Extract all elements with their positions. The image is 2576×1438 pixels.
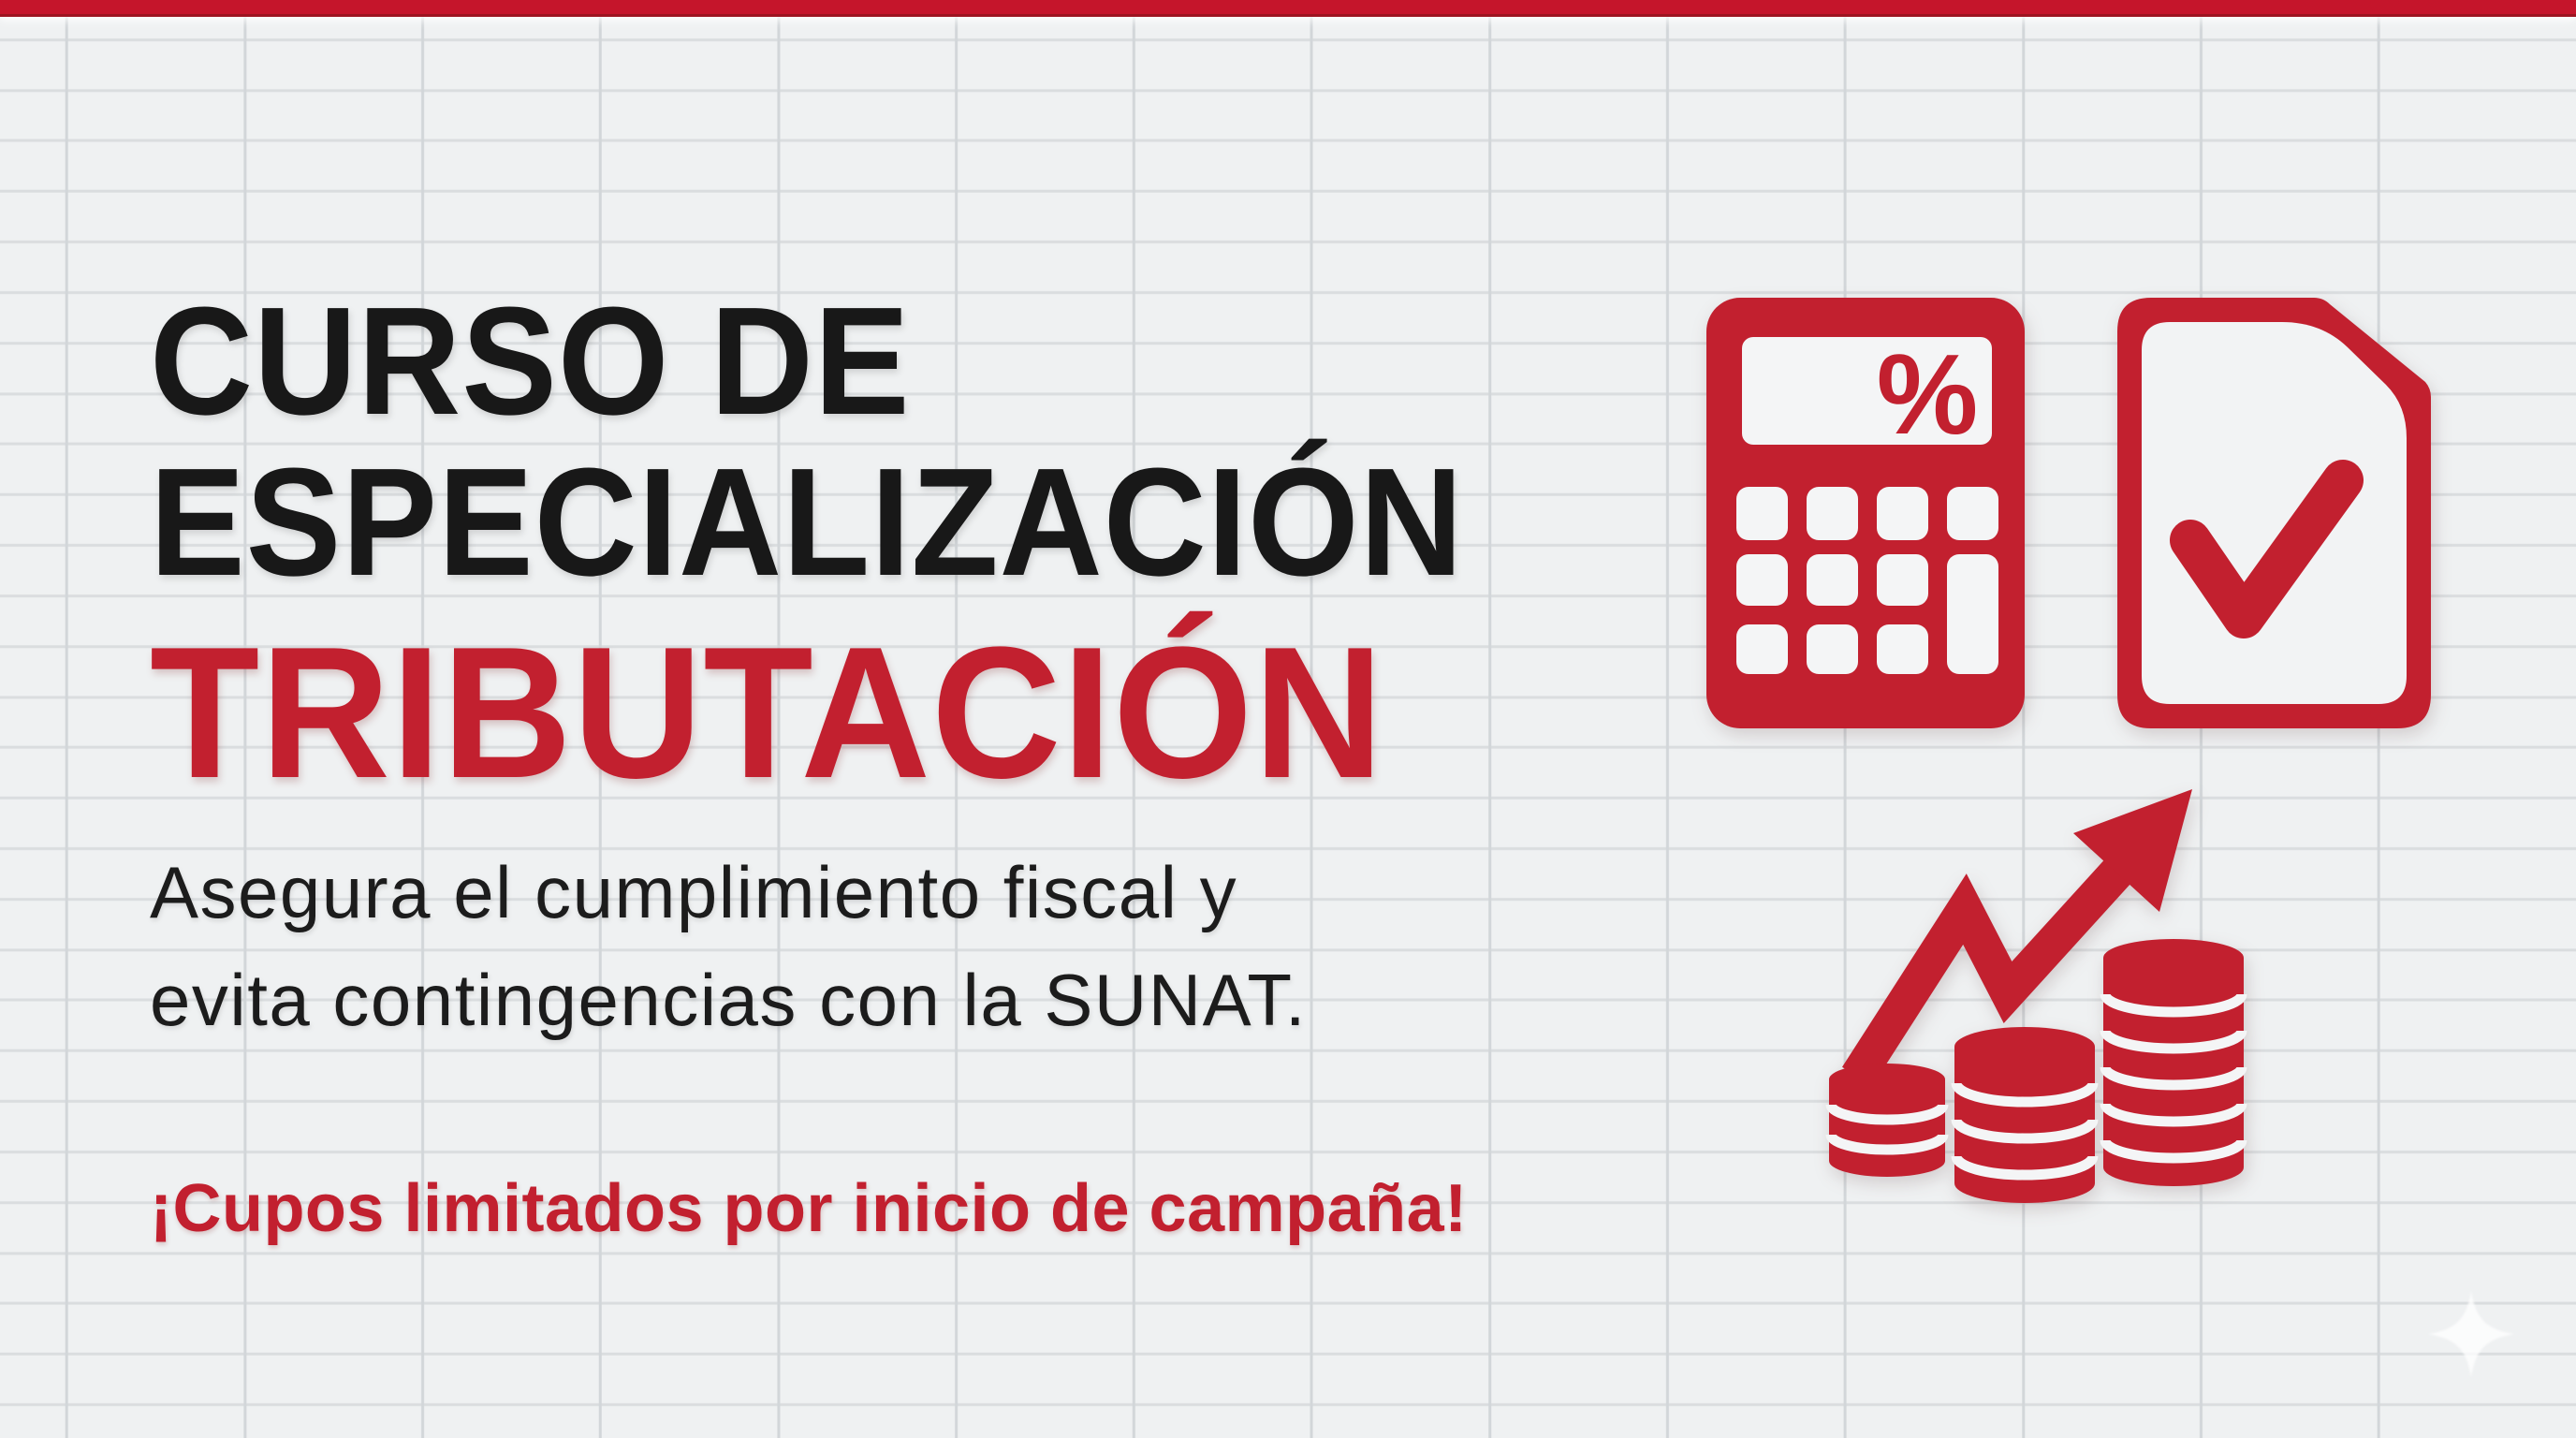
- cta-text: ¡Cupos limitados por inicio de campaña!: [150, 1171, 1468, 1246]
- calculator-percent-glyph: %: [1877, 330, 1978, 458]
- calculator-icon: %: [1706, 298, 2025, 728]
- headline-highlight: TRIBUTACIÓN: [150, 609, 1384, 817]
- sparkle-icon: [2428, 1291, 2514, 1377]
- subtitle-line2: evita contingencias con la SUNAT.: [150, 959, 1307, 1041]
- growth-arrow-coins-icon: [1825, 789, 2247, 1203]
- subtitle: Asegura el cumplimiento fiscal y evita c…: [150, 839, 1307, 1054]
- headline-line2: ESPECIALIZACIÓN: [150, 436, 1464, 608]
- top-accent-bar: [0, 0, 2576, 17]
- subtitle-line1: Asegura el cumplimiento fiscal y: [150, 851, 1238, 933]
- document-check-icon: [2117, 298, 2431, 728]
- headline-line1: CURSO DE: [150, 275, 911, 447]
